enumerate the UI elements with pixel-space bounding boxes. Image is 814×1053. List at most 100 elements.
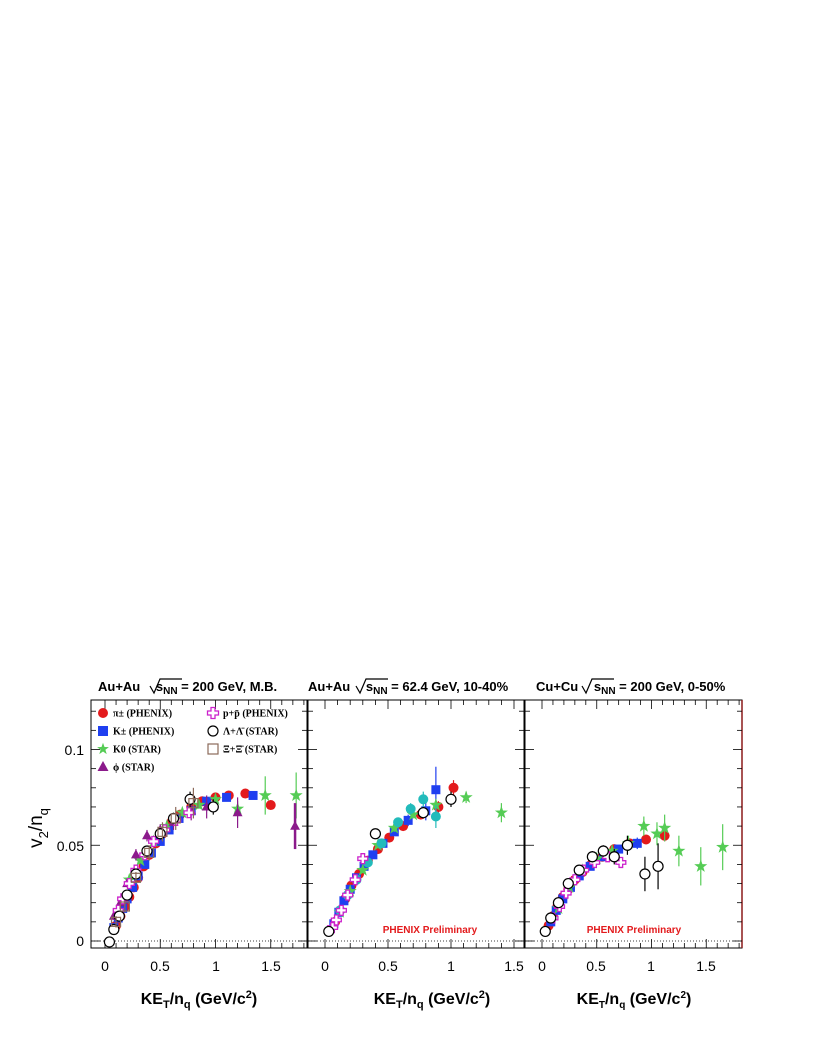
data-point (605, 844, 619, 857)
data-point (716, 840, 730, 853)
data-point (403, 815, 413, 825)
panel-2-marks (323, 766, 508, 938)
xtick-label: 1.5 (261, 958, 281, 974)
legend-item: Ξ+Ξ̄ (STAR) (207, 743, 277, 756)
data-point (597, 845, 609, 857)
panel-1-ticks (91, 700, 307, 948)
data-point (119, 901, 130, 912)
data-point (128, 882, 138, 892)
panel-3-title: Cu+Cu sNN = 200 GeV, 0-50% (536, 679, 726, 697)
data-point (207, 743, 219, 755)
data-point (694, 859, 708, 872)
data-point (265, 800, 276, 811)
legend-label: ϕ (STAR) (113, 763, 154, 774)
legend-item: p+p̄ (PHENIX) (206, 706, 288, 720)
data-point (406, 807, 420, 821)
data-point (141, 845, 153, 857)
data-point (558, 894, 568, 904)
data-point (140, 859, 150, 869)
ytick-label: 0.05 (57, 838, 84, 854)
data-point (637, 819, 651, 832)
data-point (359, 861, 369, 871)
panel-2-prelim-label: PHENIX Preliminary (383, 925, 478, 936)
data-point (232, 807, 243, 817)
xtick-label: 1.5 (696, 958, 716, 974)
xtick-label: 0.5 (586, 958, 606, 974)
data-point (339, 896, 349, 906)
data-point (585, 861, 595, 871)
data-point (641, 834, 652, 845)
xtick-label: 0 (321, 958, 329, 974)
data-point (342, 889, 354, 901)
panel-3-x-ticklabels: 0 0.5 1 1.5 (538, 958, 716, 974)
data-point (349, 874, 361, 886)
legend-label: Ξ+Ξ̄ (STAR) (223, 745, 277, 756)
data-point (632, 838, 642, 848)
data-point (430, 811, 441, 822)
data-point (207, 801, 219, 813)
xtick-label: 0 (538, 958, 546, 974)
data-point (539, 925, 551, 938)
data-point (652, 860, 664, 872)
panel-2-title: Au+Au sNN = 62.4 GeV, 10-40% (308, 679, 509, 697)
legend-item: K± (PHENIX) (98, 726, 174, 738)
data-point (207, 725, 219, 737)
panel-3: Cu+Cu sNN = 200 GeV, 0-50% 0 0.5 1 1.5 P… (524, 678, 743, 1011)
legend-item: π± (PHENIX) (98, 708, 172, 720)
data-point (175, 805, 189, 819)
data-point (418, 794, 429, 805)
data-point (97, 761, 109, 771)
xtick-label: 0.5 (378, 958, 398, 974)
data-point (445, 793, 457, 805)
panel-2-frame (307, 699, 525, 949)
data-point (130, 849, 141, 859)
data-point (121, 889, 133, 901)
data-point (621, 839, 634, 851)
xtick-label: 0.5 (150, 958, 170, 974)
data-point (258, 788, 272, 801)
data-point (560, 887, 572, 899)
data-point (170, 813, 181, 824)
panel-1: Au+Au sNN = 200 GeV, M.B. 0 0.05 0.1 0 0… (57, 678, 308, 1011)
xtick-label: 1 (447, 958, 455, 974)
data-point (586, 851, 598, 863)
data-point (387, 821, 401, 834)
y-axis-label: v2/nq (26, 808, 51, 848)
data-point (222, 792, 232, 802)
data-point (405, 803, 416, 814)
panel-2-sqrt-sign (355, 678, 388, 695)
data-point (608, 851, 620, 863)
data-point (157, 826, 168, 837)
data-point (97, 742, 109, 755)
data-point (658, 821, 672, 834)
legend-item: K0 (STAR) (97, 742, 161, 756)
panel-3-ticks (525, 700, 742, 948)
xtick-label: 1 (647, 958, 655, 974)
legend-label: K0 (STAR) (113, 745, 161, 756)
legend-label: p+p̄ (PHENIX) (223, 709, 288, 720)
data-point (376, 838, 387, 849)
data-point (133, 853, 147, 867)
data-point (562, 877, 574, 890)
data-point (323, 925, 335, 938)
data-point (639, 868, 651, 880)
panel-1-y-ticklabels: 0 0.05 0.1 (57, 742, 84, 949)
data-point (155, 836, 165, 846)
legend-label: π± (PHENIX) (113, 709, 172, 720)
panel-1-marks (103, 772, 303, 948)
data-point (130, 872, 142, 883)
legend: π± (PHENIX) K± (PHENIX) K0 (STAR) ϕ (STAR) p… (97, 706, 288, 774)
data-point (494, 805, 508, 819)
data-point (368, 850, 378, 860)
legend-label: Λ+Λ̄ (STAR) (223, 727, 278, 738)
data-point (188, 798, 199, 809)
data-point (357, 853, 369, 865)
data-point (459, 790, 473, 803)
panel-1-sqrt-sign (149, 678, 182, 695)
data-point (110, 916, 122, 927)
data-point (148, 835, 160, 848)
panel-1-title: Au+Au sNN = 200 GeV, M.B. (98, 679, 277, 697)
data-point (552, 897, 565, 909)
data-point (289, 788, 303, 801)
